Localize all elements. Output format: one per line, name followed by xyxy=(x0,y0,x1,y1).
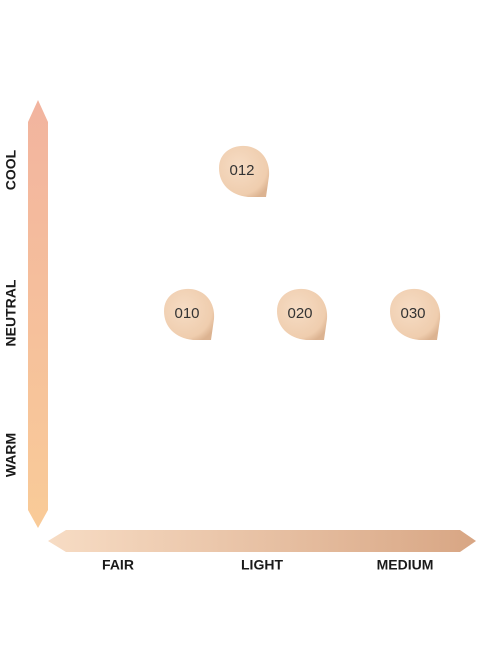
x-axis-label: FAIR xyxy=(102,557,134,573)
x-axis-label: MEDIUM xyxy=(377,557,434,573)
swatch-label: 020 xyxy=(287,305,312,322)
swatch-label: 030 xyxy=(400,305,425,322)
y-axis-label: COOL xyxy=(3,149,19,190)
swatch-label: 012 xyxy=(229,162,254,179)
swatch: 020 xyxy=(277,288,328,340)
swatch: 030 xyxy=(390,288,441,340)
x-axis-label: LIGHT xyxy=(241,557,283,573)
y-axis-label: WARM xyxy=(3,433,19,477)
y-axis-label: NEUTRAL xyxy=(3,279,19,346)
swatch-label: 010 xyxy=(174,305,199,322)
swatch: 012 xyxy=(219,145,270,197)
x-axis-arrow xyxy=(48,530,476,552)
swatch: 010 xyxy=(164,288,215,340)
y-axis-arrow xyxy=(28,100,48,528)
